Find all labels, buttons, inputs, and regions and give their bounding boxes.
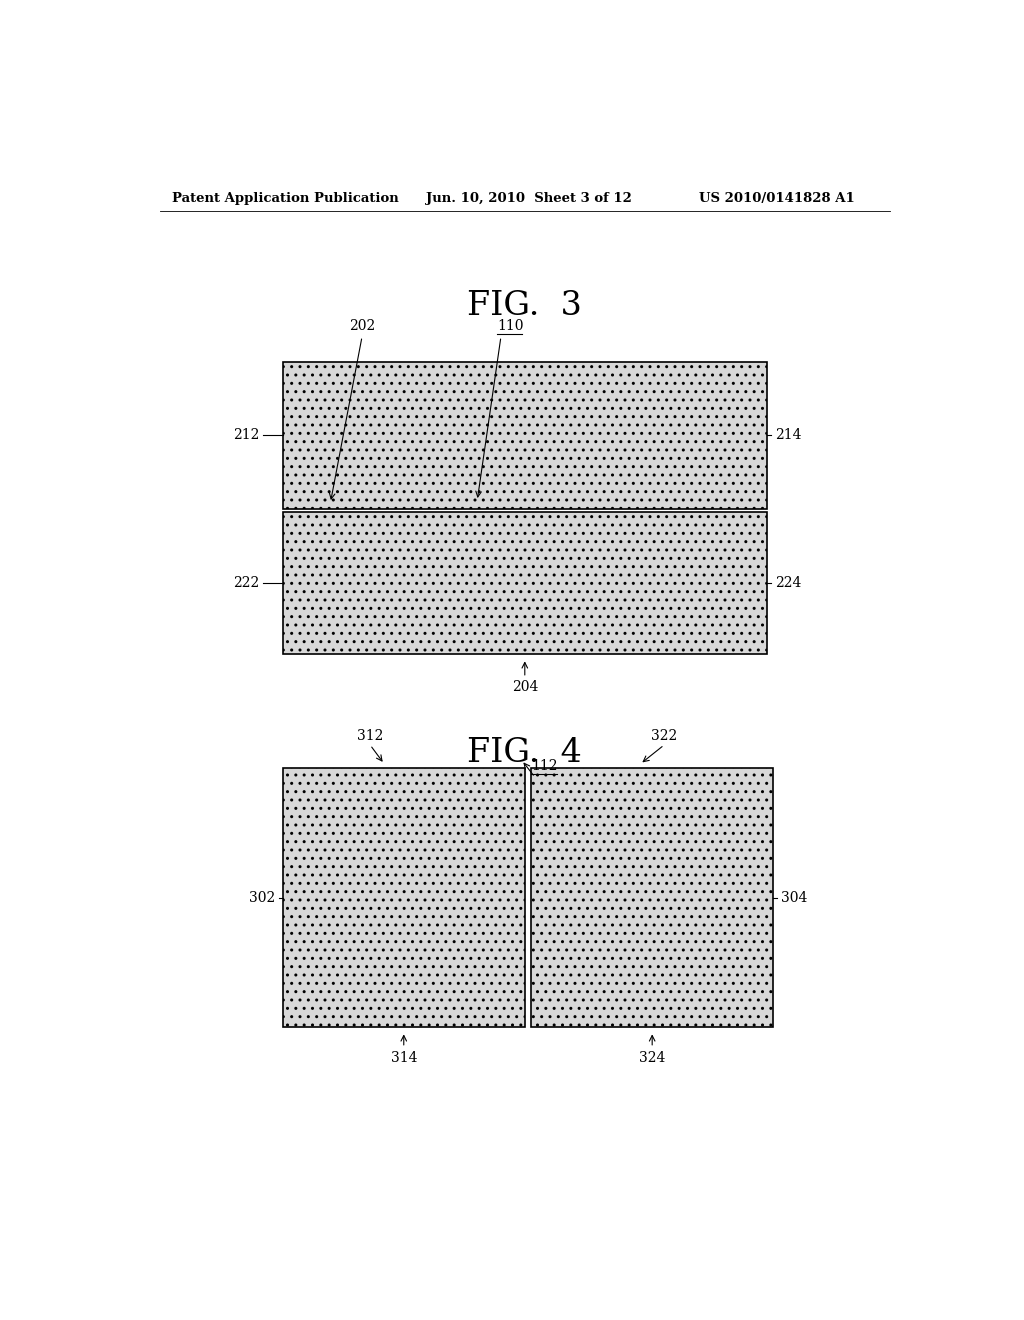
Text: US 2010/0141828 A1: US 2010/0141828 A1 [699,191,855,205]
Bar [283,512,767,655]
Text: 324: 324 [639,1051,666,1065]
Text: FIG.  3: FIG. 3 [467,290,583,322]
Text: 202: 202 [349,319,375,333]
Text: 112: 112 [531,759,558,774]
Text: 222: 222 [232,577,259,590]
Text: 214: 214 [775,429,802,442]
Text: 314: 314 [390,1051,417,1065]
Text: 304: 304 [781,891,808,904]
Text: 212: 212 [232,429,259,442]
Text: Jun. 10, 2010  Sheet 3 of 12: Jun. 10, 2010 Sheet 3 of 12 [426,191,632,205]
Text: Patent Application Publication: Patent Application Publication [172,191,398,205]
Text: FIG.  4: FIG. 4 [467,737,583,770]
Bar [531,768,773,1027]
Text: 224: 224 [775,577,801,590]
Text: 322: 322 [651,729,678,743]
Text: 312: 312 [356,729,383,743]
Bar [283,768,524,1027]
Text: 302: 302 [249,891,274,904]
Bar [283,362,767,510]
Text: 110: 110 [497,319,523,333]
Text: 204: 204 [512,680,538,694]
